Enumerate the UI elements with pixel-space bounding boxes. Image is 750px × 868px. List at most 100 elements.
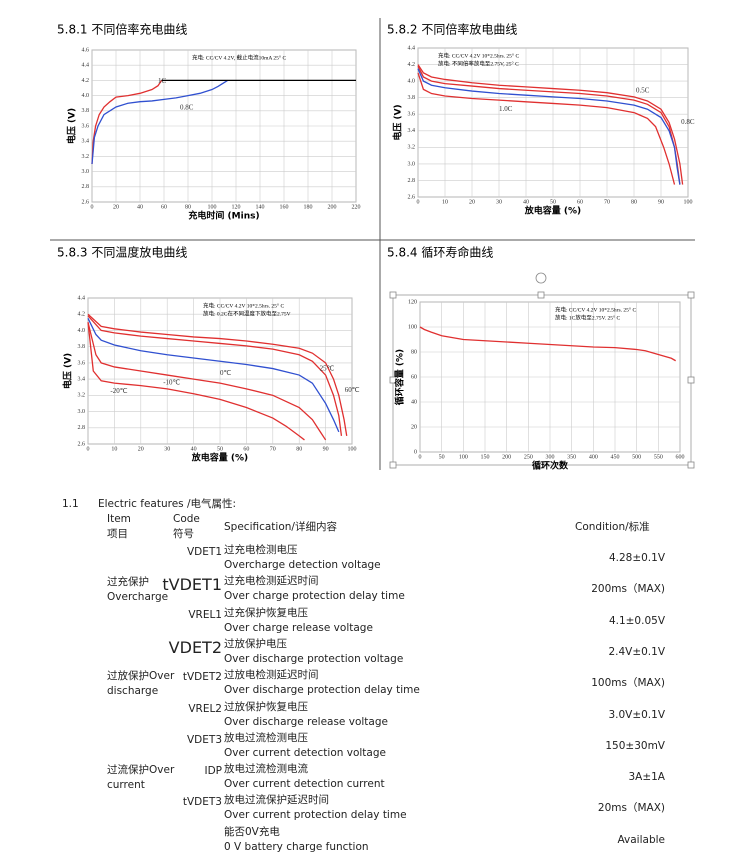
annotation: 充电: CC/CV 4.2V 10*2.5hrs. 25° C xyxy=(203,301,284,309)
y-tick-label: 2.8 xyxy=(78,425,86,431)
item: 过放保护Over xyxy=(107,669,175,682)
y-tick-label: 2.6 xyxy=(82,199,90,205)
x-tick-label: 60 xyxy=(577,199,583,205)
item: current xyxy=(107,778,145,791)
condition: 3A±1A xyxy=(628,771,665,784)
series-label: 0.8C xyxy=(180,103,194,111)
header-item: 项目 xyxy=(107,528,128,540)
y-tick-label: 3.6 xyxy=(82,123,90,129)
section-title: Electric features /电气属性: xyxy=(98,498,237,510)
chart-title: 5.8.3 不同温度放电曲线 xyxy=(57,245,187,260)
y-tick-label: 20 xyxy=(411,424,417,430)
section-number: 1.1 xyxy=(62,498,79,510)
series-label: 0℃ xyxy=(220,369,232,377)
x-tick-label: 450 xyxy=(611,454,620,460)
x-tick-label: 0 xyxy=(417,199,420,205)
series-line xyxy=(91,80,163,165)
x-tick-label: 400 xyxy=(589,454,598,460)
annotation: 放电: 0.2C在不同温度下放电至2.75V xyxy=(203,309,291,317)
header-code: 符号 xyxy=(173,528,194,540)
series-line xyxy=(417,72,676,185)
x-tick-label: 20 xyxy=(138,446,144,452)
code: VDET1 xyxy=(187,546,222,558)
x-tick-label: 250 xyxy=(524,454,533,460)
x-axis-label: 放电容量 (%) xyxy=(191,452,248,464)
spec: 过充电检测延迟时间 xyxy=(224,575,319,588)
y-tick-label: 3.2 xyxy=(78,393,86,399)
x-tick-label: 40 xyxy=(137,204,143,210)
condition: 4.28±0.1V xyxy=(608,552,665,564)
x-tick-label: 20 xyxy=(113,204,119,210)
y-tick-label: 4.0 xyxy=(78,328,86,334)
x-tick-label: 50 xyxy=(217,446,223,452)
x-tick-label: 200 xyxy=(502,454,511,460)
x-axis-label: 充电时间 (Mins) xyxy=(188,210,259,222)
y-tick-label: 80 xyxy=(411,349,417,355)
series-line xyxy=(417,65,681,185)
x-tick-label: 0 xyxy=(91,204,94,210)
y-tick-label: 3.0 xyxy=(82,169,90,175)
series-line xyxy=(91,79,228,165)
x-tick-label: 80 xyxy=(296,446,302,452)
series-line xyxy=(87,315,343,436)
annotation: 充电: CC/CV 4.2V 10*2.5hrs. 25° C xyxy=(438,51,519,59)
spec: Over current protection delay time xyxy=(224,809,407,822)
item: Overcharge xyxy=(107,590,169,603)
x-tick-label: 40 xyxy=(523,199,529,205)
x-tick-label: 180 xyxy=(304,204,313,210)
x-tick-label: 50 xyxy=(550,199,556,205)
y-axis-label: 电压 (V) xyxy=(62,353,74,389)
spec: 放电过流检测电流 xyxy=(224,763,308,776)
condition: 20ms（MAX) xyxy=(597,802,665,815)
spec: 过充电检测电压 xyxy=(224,544,298,556)
spec: 过充保护恢复电压 xyxy=(224,606,308,619)
x-tick-label: 90 xyxy=(658,199,664,205)
spec: 过放保护电压 xyxy=(224,637,287,650)
header-code: Code xyxy=(173,513,200,525)
spec: 放电过流检测电压 xyxy=(224,731,308,744)
spec: 过放电检测延迟时间 xyxy=(224,669,319,682)
y-tick-label: 4.2 xyxy=(82,78,90,84)
y-tick-label: 100 xyxy=(408,324,417,330)
x-tick-label: 10 xyxy=(111,446,117,452)
y-tick-label: 4.2 xyxy=(408,62,416,68)
annotation: 放电: 不同倍率放电至2.75V, 25° C xyxy=(438,59,519,67)
code: tVDET1 xyxy=(162,575,222,595)
x-tick-label: 160 xyxy=(280,204,289,210)
x-tick-label: 0 xyxy=(419,454,422,460)
series-label: 1C xyxy=(158,77,167,85)
chart-title: 5.8.4 循环寿命曲线 xyxy=(387,245,493,260)
x-tick-label: 600 xyxy=(676,454,685,460)
series-line xyxy=(417,64,684,185)
spec: Over charge protection delay time xyxy=(224,590,405,603)
series-line xyxy=(419,326,676,362)
x-tick-label: 50 xyxy=(439,454,445,460)
series-line xyxy=(417,68,681,185)
y-tick-label: 40 xyxy=(411,399,417,405)
x-tick-label: 40 xyxy=(191,446,197,452)
x-tick-label: 100 xyxy=(459,454,468,460)
condition: 200ms（MAX) xyxy=(591,583,665,596)
y-tick-label: 2.6 xyxy=(408,194,416,200)
x-tick-label: 70 xyxy=(270,446,276,452)
series-label: 60℃ xyxy=(345,386,360,394)
spec: Over charge release voltage xyxy=(224,621,373,634)
series-label: 1.0C xyxy=(499,105,513,113)
x-tick-label: 200 xyxy=(328,204,337,210)
x-tick-label: 140 xyxy=(256,204,265,210)
series-label: 0.5C xyxy=(636,86,650,94)
code: VDET2 xyxy=(168,637,222,657)
x-tick-label: 20 xyxy=(469,199,475,205)
y-tick-label: 4.0 xyxy=(82,93,90,99)
spec: 过放保护恢复电压 xyxy=(224,700,308,713)
x-tick-label: 60 xyxy=(161,204,167,210)
y-tick-label: 60 xyxy=(411,374,417,380)
x-tick-label: 550 xyxy=(654,454,663,460)
header-item: Item xyxy=(107,513,131,525)
charts: 5.8.1 不同倍率充电曲线 2.6 2.8 3.0 3.2 3.4 3.6 3.8 4.0 4.… xyxy=(50,18,695,470)
y-tick-label: 3.8 xyxy=(408,95,416,101)
code: VDET3 xyxy=(187,733,222,746)
code: IDP xyxy=(204,765,222,778)
y-tick-label: 2.8 xyxy=(408,178,416,184)
x-tick-label: 100 xyxy=(684,199,693,205)
